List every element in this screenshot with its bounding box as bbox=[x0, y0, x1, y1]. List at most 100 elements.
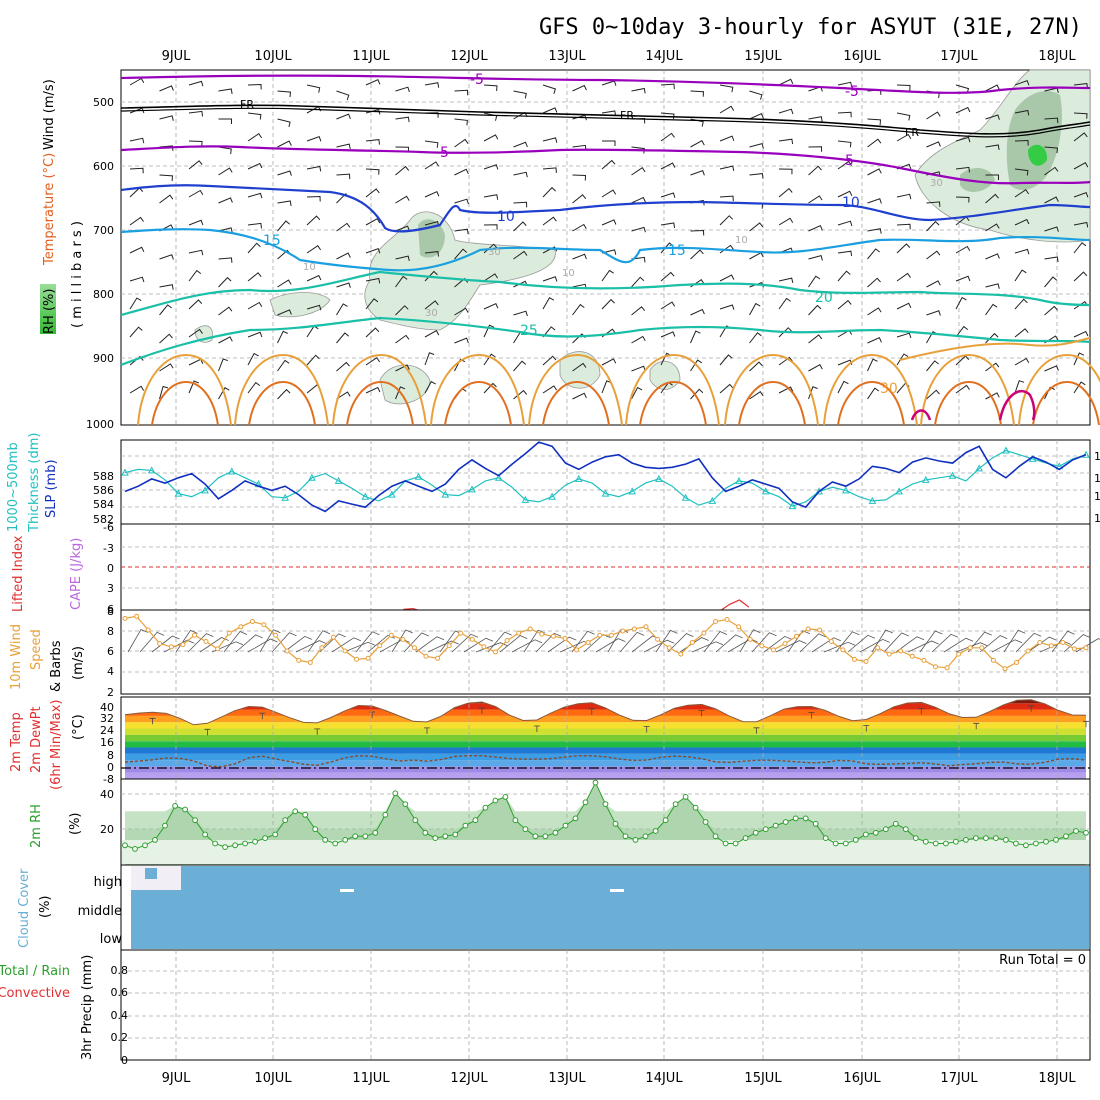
wind-barb bbox=[511, 639, 543, 653]
rh2m-marker bbox=[392, 790, 399, 797]
wind-barb bbox=[277, 279, 292, 288]
wind-barb bbox=[1051, 630, 1075, 653]
thickness-marker bbox=[201, 486, 209, 494]
wind-speed-marker bbox=[365, 655, 371, 661]
isotherm-10 bbox=[120, 184, 1091, 233]
svg-text:1006: 1006 bbox=[1094, 490, 1100, 503]
rh2m-marker bbox=[272, 831, 279, 838]
wind-barb bbox=[1073, 330, 1089, 338]
wind-barb bbox=[542, 167, 557, 173]
thickness-marker bbox=[921, 475, 930, 483]
rh2m-marker bbox=[132, 846, 138, 852]
thickness-marker bbox=[841, 486, 850, 494]
rh2m-marker bbox=[642, 833, 649, 840]
isotherm-15 bbox=[120, 228, 1091, 272]
wind-barb bbox=[218, 197, 233, 204]
bottom-date-label: 9JUL bbox=[162, 1071, 192, 1086]
wind-barb bbox=[808, 364, 823, 372]
rh2m-marker bbox=[312, 826, 319, 833]
temp-minmax-tick bbox=[478, 707, 485, 714]
svg-text:10: 10 bbox=[842, 195, 860, 211]
wind-barb bbox=[601, 189, 617, 198]
rh2m-marker bbox=[632, 837, 639, 843]
wind-barb bbox=[1014, 189, 1030, 198]
rh2m-marker bbox=[822, 835, 829, 841]
wind-barb bbox=[395, 86, 410, 93]
wind-barb bbox=[424, 380, 436, 394]
temp-minmax-tick bbox=[808, 712, 815, 719]
wind-speed-marker bbox=[412, 645, 417, 651]
temp-color-band bbox=[125, 772, 1086, 779]
thickness-marker bbox=[735, 476, 743, 484]
isotherm-30 bbox=[234, 353, 329, 426]
temp-minmax-tick bbox=[424, 727, 430, 734]
wind-barb bbox=[1014, 269, 1027, 282]
wind-speed-marker bbox=[990, 657, 996, 663]
wind-speed-marker bbox=[956, 651, 962, 657]
wind-barb bbox=[896, 84, 911, 91]
wind-barb bbox=[749, 391, 764, 400]
wind-barb bbox=[454, 307, 469, 316]
wind-barb bbox=[690, 330, 701, 344]
wind-barb bbox=[365, 298, 379, 310]
rh2m-marker bbox=[752, 829, 759, 836]
wind-speed-marker bbox=[620, 628, 626, 634]
wind-speed-marker bbox=[597, 632, 603, 638]
rh2m-marker bbox=[502, 794, 509, 800]
svg-text:1008: 1008 bbox=[1094, 472, 1100, 485]
wind-barb bbox=[602, 140, 616, 146]
thickness-marker bbox=[948, 471, 957, 479]
wind-barb bbox=[955, 642, 988, 653]
wind-speed-marker bbox=[388, 632, 394, 638]
wind-barb bbox=[667, 633, 694, 653]
wind-barb bbox=[1073, 242, 1087, 254]
wind-barb bbox=[778, 297, 791, 310]
wind-speed-marker bbox=[562, 635, 568, 641]
wind-barb bbox=[159, 333, 173, 344]
rh2m-marker bbox=[792, 815, 799, 822]
wind-barb bbox=[749, 90, 763, 100]
wind-barb bbox=[1044, 196, 1059, 204]
rh2m-marker bbox=[402, 801, 409, 807]
isotherm-35 bbox=[837, 380, 905, 426]
wind-speed-marker bbox=[226, 630, 232, 636]
isotherm-30 bbox=[724, 353, 819, 426]
wind-barb bbox=[513, 389, 528, 400]
wind-barb bbox=[513, 221, 527, 232]
wind-barb bbox=[985, 303, 998, 316]
rh2m-marker bbox=[963, 837, 969, 843]
wind-barb bbox=[218, 276, 232, 288]
wind-barb bbox=[749, 173, 764, 179]
wind-barb bbox=[129, 137, 145, 144]
wind-barb bbox=[218, 306, 233, 316]
rh2m-marker bbox=[612, 820, 619, 827]
dewpoint-line bbox=[124, 754, 1087, 768]
ylabel-rh2m-b: (%) bbox=[68, 813, 83, 836]
wind-barb bbox=[365, 218, 381, 226]
wind-barb bbox=[336, 391, 351, 400]
rh2m-marker bbox=[1083, 829, 1089, 836]
wind-barb bbox=[483, 273, 499, 282]
rh2m-marker bbox=[832, 840, 839, 847]
wind-barb bbox=[867, 387, 880, 400]
temp-color-band bbox=[125, 741, 1086, 748]
wind-barb bbox=[336, 222, 351, 232]
wind-barb bbox=[719, 304, 735, 310]
rh2m-marker bbox=[202, 831, 209, 838]
isotherm-35 bbox=[151, 380, 219, 426]
svg-text:10: 10 bbox=[303, 262, 316, 273]
thickness-line bbox=[124, 449, 1087, 507]
upper-wind-barbs bbox=[129, 77, 1089, 400]
lifted-index-panel: -6 -3 0 3 6 Lifted Index CAPE (J/kg) bbox=[11, 521, 1091, 616]
wind-barb bbox=[424, 352, 435, 366]
wind-barb bbox=[483, 194, 499, 200]
wind-barb bbox=[867, 248, 880, 260]
thickness-marker bbox=[628, 487, 637, 495]
ylabel-wind-b: Speed bbox=[29, 629, 44, 670]
ylabel-temp-b: 2m DewPt bbox=[29, 706, 44, 773]
temp-minmax-tick bbox=[918, 708, 925, 715]
temp-minmax-tick bbox=[588, 708, 595, 715]
wind-barb bbox=[336, 90, 350, 101]
temp-minmax-tick bbox=[369, 711, 376, 718]
